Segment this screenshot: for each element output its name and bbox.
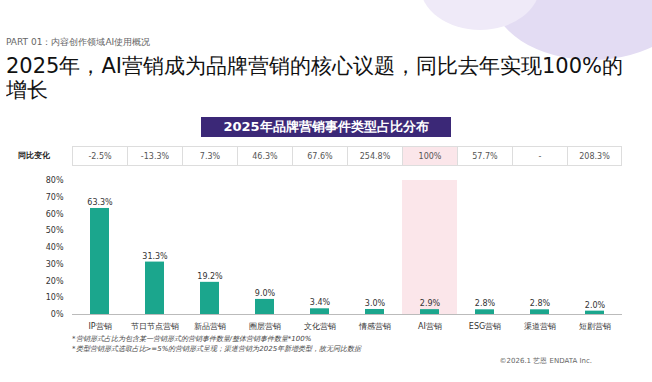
html-text:100%: 100% [418, 152, 442, 161]
svg-text:20%: 20% [46, 277, 64, 286]
html-text:57.7%: 57.7% [472, 152, 498, 161]
svg-text:80%: 80% [46, 176, 64, 185]
html-text:67.6%: 67.6% [307, 152, 333, 161]
svg-text:2.8%: 2.8% [475, 299, 496, 308]
svg-text:70%: 70% [46, 193, 64, 202]
html-text:*营销形式占比为包含某一营销形式的营销事件数量/整体营销事件: *营销形式占比为包含某一营销形式的营销事件数量/整体营销事件数量*100% [72, 335, 312, 343]
svg-text:30%: 30% [46, 260, 64, 269]
svg-text:3.4%: 3.4% [310, 298, 331, 307]
svg-text:新品营销: 新品营销 [194, 322, 226, 331]
html-text:254.8%: 254.8% [359, 152, 391, 161]
svg-text:19.2%: 19.2% [197, 272, 223, 281]
html-text:-2.5%: -2.5% [88, 152, 112, 161]
svg-text:40%: 40% [46, 243, 64, 252]
svg-text:63.3%: 63.3% [87, 198, 113, 207]
svg-text:60%: 60% [46, 210, 64, 219]
svg-text:9.0%: 9.0% [255, 289, 276, 298]
svg-text:AI营销: AI营销 [418, 322, 442, 331]
html-text:2025年，AI营销成为品牌营销的核心议题，同比去年实现10: 2025年，AI营销成为品牌营销的核心议题，同比去年实现100%的增长 [6, 54, 623, 102]
svg-text:情感营销: 情感营销 [358, 322, 391, 331]
html-text:PART 01：内容创作领域AI使用概况: PART 01：内容创作领域AI使用概况 [6, 37, 151, 47]
html-text:*类型营销形式选取占比>=5%的营销形式呈现；渠道营销为20: *类型营销形式选取占比>=5%的营销形式呈现；渠道营销为2025年新增类型，故无… [72, 345, 362, 353]
svg-text:2.0%: 2.0% [585, 301, 606, 310]
html-text:同比变化: 同比变化 [18, 151, 50, 160]
html-text:46.3%: 46.3% [252, 152, 278, 161]
svg-text:节日节点营销: 节日节点营销 [131, 322, 179, 331]
svg-text:50%: 50% [46, 226, 64, 235]
html-text:©2026.1 艺恩 ENDATA Inc.: ©2026.1 艺恩 ENDATA Inc. [499, 357, 592, 365]
svg-text:短剧营销: 短剧营销 [579, 322, 611, 331]
html-text:7.3%: 7.3% [199, 152, 221, 161]
html-text:-13.3%: -13.3% [140, 152, 170, 161]
svg-text:2.9%: 2.9% [420, 299, 441, 308]
svg-text:IP营销: IP营销 [88, 322, 111, 331]
svg-text:3.0%: 3.0% [365, 299, 386, 308]
svg-text:31.3%: 31.3% [142, 252, 168, 261]
svg-text:0%: 0% [51, 310, 64, 319]
svg-text:ESG营销: ESG营销 [469, 322, 501, 331]
svg-text:渠道营销: 渠道营销 [524, 322, 556, 331]
html-text:2025年品牌营销事件类型占比分布: 2025年品牌营销事件类型占比分布 [223, 119, 429, 134]
html-text:208.3%: 208.3% [579, 152, 610, 161]
svg-text:10%: 10% [46, 293, 64, 302]
svg-text:2.8%: 2.8% [530, 299, 551, 308]
svg-text:文化营销: 文化营销 [304, 322, 336, 331]
svg-text:圈层营销: 圈层营销 [249, 322, 281, 331]
